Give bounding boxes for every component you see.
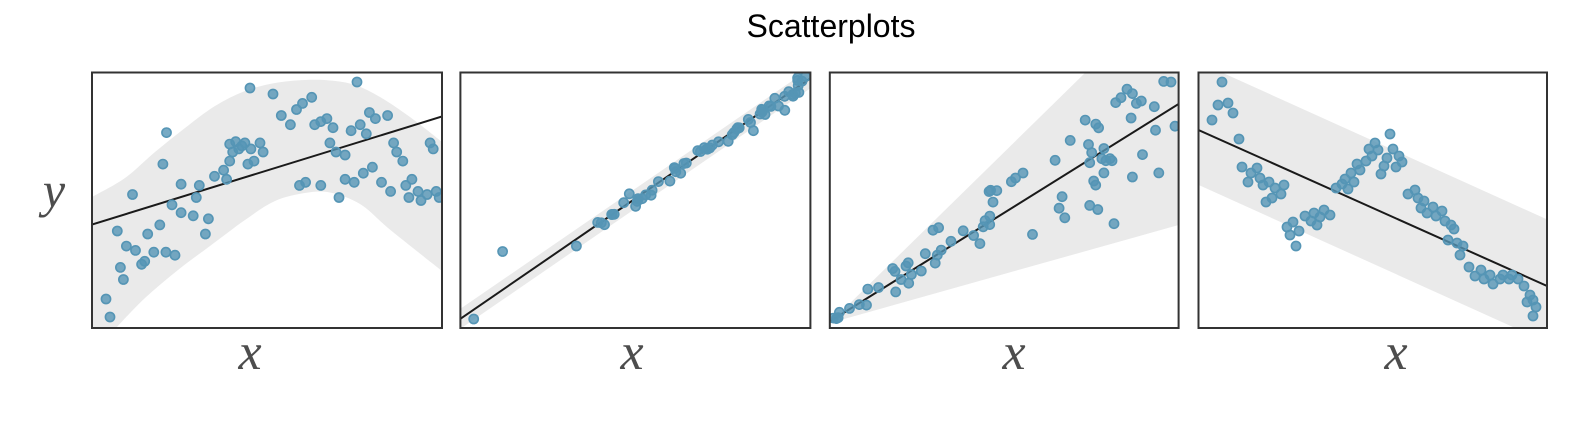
- svg-text:Scatterplots: Scatterplots: [747, 8, 916, 44]
- svg-text:x: x: [1383, 324, 1407, 381]
- svg-text:x: x: [619, 324, 643, 381]
- svg-text:x: x: [237, 324, 261, 381]
- svg-text:y: y: [38, 162, 66, 218]
- svg-text:x: x: [1001, 324, 1025, 381]
